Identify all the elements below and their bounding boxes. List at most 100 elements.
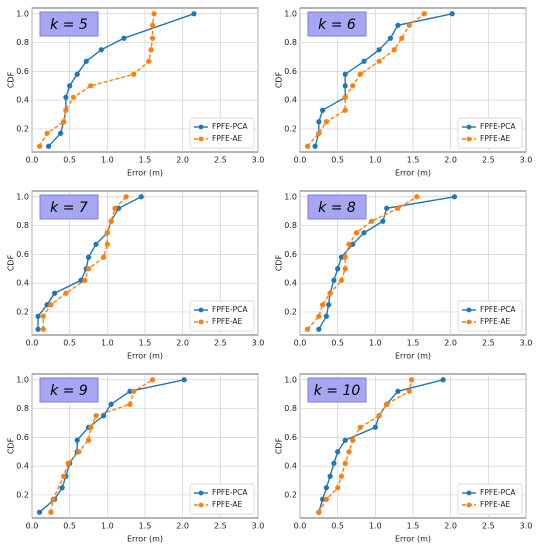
- data-point: [35, 326, 41, 332]
- data-point: [421, 11, 427, 17]
- data-point: [440, 377, 446, 383]
- data-point: [395, 22, 401, 28]
- x-tick-label: 1.0: [101, 156, 114, 165]
- annotation-box: [307, 377, 367, 403]
- y-tick-label: 0.6: [16, 250, 29, 259]
- legend-marker: [466, 124, 472, 130]
- x-tick-label: 0.0: [294, 339, 307, 348]
- data-point: [395, 388, 401, 394]
- data-point: [85, 254, 92, 260]
- legend-label: FPFE-AE: [480, 317, 511, 326]
- legend-marker: [198, 307, 204, 313]
- legend-label: FPFE-PCA: [212, 305, 248, 314]
- data-point: [191, 11, 197, 17]
- data-point: [74, 71, 80, 77]
- legend-label: FPFE-PCA: [480, 305, 516, 314]
- y-axis-label: CDF: [275, 71, 284, 88]
- data-point: [353, 230, 360, 236]
- x-tick-label: 2.5: [214, 156, 227, 165]
- x-tick-label: 1.5: [139, 156, 152, 165]
- data-point: [59, 485, 65, 491]
- annotation-box: [39, 194, 99, 220]
- data-point: [82, 277, 88, 283]
- data-point: [327, 290, 333, 296]
- data-point: [149, 377, 156, 383]
- annotation: k = 10: [314, 383, 361, 399]
- data-point: [316, 130, 322, 136]
- data-point: [408, 377, 415, 383]
- x-tick-label: 2.5: [482, 156, 495, 165]
- subplot: 0.0 0.5 1.0 1.5 2.0 2.5 3.0 0.2 0.4 0.6 0.8 1.0 Erro…: [275, 373, 533, 544]
- legend-box: [457, 483, 523, 515]
- data-point: [414, 194, 420, 200]
- data-point: [88, 424, 94, 430]
- data-point: [384, 401, 390, 407]
- legend-label: FPFE-AE: [212, 317, 243, 326]
- annotation: k = 5: [50, 17, 88, 33]
- legend-label: FPFE-AE: [480, 134, 511, 143]
- x-tick-label: 2.0: [444, 339, 457, 348]
- data-point: [331, 460, 337, 466]
- legend-label: FPFE-PCA: [480, 488, 516, 497]
- data-point: [98, 47, 104, 53]
- data-point: [406, 388, 412, 394]
- data-point: [131, 71, 137, 77]
- x-tick-label: 2.5: [482, 522, 495, 531]
- legend-marker: [466, 319, 472, 325]
- legend-marker: [466, 136, 472, 142]
- data-point: [36, 509, 43, 515]
- data-point: [376, 47, 382, 53]
- y-tick-label: 0.2: [16, 490, 29, 499]
- data-point: [93, 413, 99, 419]
- data-point: [361, 58, 367, 64]
- legend-label: FPFE-PCA: [480, 122, 516, 131]
- x-tick-label: 3.0: [520, 522, 533, 531]
- data-point: [44, 302, 50, 308]
- data-point: [331, 277, 337, 283]
- data-point: [323, 496, 329, 502]
- subplot: 0.0 0.5 1.0 1.5 2.0 2.5 3.0 0.2 0.4 0.6 0.8 1.0 Erro…: [7, 7, 265, 178]
- legend-marker: [198, 490, 204, 496]
- x-tick-label: 3.0: [252, 522, 265, 531]
- x-tick-label: 1.5: [139, 522, 152, 531]
- data-point: [323, 119, 329, 125]
- x-tick-label: 2.5: [214, 522, 227, 531]
- x-axis-label: Error (m): [127, 535, 163, 544]
- y-tick-label: 0.8: [16, 404, 29, 413]
- legend-label: FPFE-AE: [212, 500, 243, 509]
- subplot: 0.0 0.5 1.0 1.5 2.0 2.5 3.0 0.2 0.4 0.6 0.8 1.0 Erro…: [7, 373, 265, 544]
- data-point: [361, 230, 367, 236]
- y-tick-label: 1.0: [16, 192, 29, 201]
- data-point: [45, 143, 52, 149]
- y-axis-label: CDF: [275, 254, 284, 271]
- data-point: [335, 485, 341, 491]
- annotation-box: [307, 11, 367, 37]
- data-point: [40, 313, 46, 319]
- y-tick-label: 1.0: [16, 9, 29, 18]
- legend-label: FPFE-AE: [212, 134, 243, 143]
- y-tick-label: 0.6: [16, 433, 29, 442]
- data-point: [350, 437, 356, 443]
- x-tick-label: 2.0: [444, 522, 457, 531]
- y-tick-label: 0.6: [284, 250, 297, 259]
- x-tick-label: 1.0: [369, 339, 382, 348]
- data-point: [346, 241, 352, 247]
- data-point: [83, 58, 89, 64]
- y-tick-label: 0.4: [16, 96, 29, 105]
- data-point: [36, 143, 43, 149]
- legend-box: [457, 117, 523, 149]
- x-tick-label: 2.5: [482, 339, 495, 348]
- x-tick-label: 1.5: [407, 156, 420, 165]
- data-point: [320, 107, 326, 113]
- data-point: [67, 83, 73, 89]
- x-tick-label: 0.0: [294, 156, 307, 165]
- data-point: [451, 194, 458, 200]
- data-point: [357, 71, 363, 77]
- data-point: [127, 388, 133, 394]
- annotation: k = 7: [50, 200, 88, 216]
- annotation: k = 9: [50, 383, 88, 399]
- x-tick-label: 3.0: [252, 156, 265, 165]
- annotation-box: [39, 377, 99, 403]
- y-tick-label: 0.8: [284, 38, 297, 47]
